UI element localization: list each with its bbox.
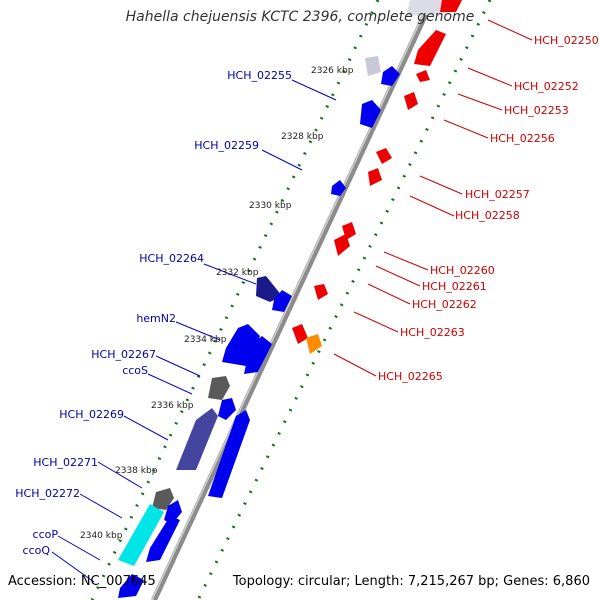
leader-line bbox=[409, 195, 455, 217]
gene-label-plus[interactable]: HCH_02261 bbox=[422, 280, 487, 293]
minus-leader-lines bbox=[51, 79, 337, 583]
plus-gene-labels: HCH_02250 HCH_02252 HCH_02253 HCH_02256 … bbox=[378, 34, 599, 383]
gene-label-plus[interactable]: HCH_02258 bbox=[455, 209, 520, 222]
genome-title: Hahella chejuensis KCTC 2396, complete g… bbox=[125, 9, 475, 25]
leader-line bbox=[57, 535, 101, 561]
leader-line bbox=[203, 263, 257, 285]
gene-block-minus[interactable] bbox=[218, 398, 236, 420]
gene-label-minus[interactable]: HCH_02271 bbox=[33, 456, 98, 469]
gene-block-plus[interactable] bbox=[292, 324, 308, 344]
leader-line bbox=[97, 461, 143, 489]
gene-label-plus[interactable]: HCH_02252 bbox=[514, 80, 579, 93]
gene-block-minus[interactable] bbox=[146, 516, 180, 562]
gene-block-plus[interactable] bbox=[416, 70, 430, 82]
gene-label-plus[interactable]: HCH_02265 bbox=[378, 370, 443, 383]
gene-block-plus[interactable] bbox=[314, 284, 328, 300]
gene-block-plus[interactable] bbox=[404, 92, 418, 110]
kbp-tick-label: 2336 kbp bbox=[151, 401, 194, 411]
gene-label-minus[interactable]: HCH_02259 bbox=[194, 139, 259, 152]
gene-block-plus[interactable] bbox=[376, 148, 392, 164]
kbp-tick-label: 2340 kbp bbox=[80, 531, 123, 541]
gene-label-minus[interactable]: HCH_02269 bbox=[59, 408, 124, 421]
gene-label-minus[interactable]: HCH_02272 bbox=[15, 487, 80, 500]
kbp-tick-label: 2338 kbp bbox=[115, 466, 158, 476]
gene-block-minus[interactable] bbox=[244, 336, 272, 374]
leader-line bbox=[443, 119, 489, 139]
gene-label-plus[interactable]: HCH_02262 bbox=[412, 298, 477, 311]
kbp-tick-label: 2330 kbp bbox=[249, 201, 292, 211]
gene-label-plus[interactable]: HCH_02253 bbox=[504, 104, 569, 117]
leader-line bbox=[155, 355, 201, 377]
gene-label-minus[interactable]: ccoS bbox=[122, 364, 148, 377]
kbp-tick-label: 2334 kbp bbox=[184, 335, 227, 345]
leader-line bbox=[375, 265, 421, 287]
leader-line bbox=[419, 175, 463, 195]
gene-label-minus[interactable]: ccoQ bbox=[23, 544, 51, 557]
gene-block-minus[interactable] bbox=[360, 100, 381, 128]
leader-line bbox=[383, 251, 429, 271]
leader-line bbox=[367, 283, 411, 305]
minus-gene-labels: HCH_02255 HCH_02259 HCH_02264 hemN2 HCH_… bbox=[15, 69, 292, 557]
gene-label-plus[interactable]: HCH_02260 bbox=[430, 264, 495, 277]
leader-line bbox=[175, 321, 221, 341]
gene-label-minus[interactable]: ccoP bbox=[33, 528, 59, 541]
gene-block-top-red[interactable] bbox=[440, 0, 462, 12]
leader-line bbox=[457, 93, 503, 111]
gene-block-highlight[interactable] bbox=[306, 334, 322, 354]
genome-backbone bbox=[151, 0, 435, 600]
leader-line bbox=[487, 19, 533, 41]
leader-line bbox=[353, 311, 399, 333]
gene-label-plus[interactable]: HCH_02263 bbox=[400, 326, 465, 339]
gene-block-minus[interactable] bbox=[381, 66, 400, 86]
gene-label-minus[interactable]: HCH_02255 bbox=[227, 69, 292, 82]
gene-block-plus[interactable] bbox=[368, 168, 382, 186]
gene-block-cyan[interactable] bbox=[118, 504, 164, 566]
leader-line bbox=[333, 353, 377, 377]
gene-label-minus[interactable]: HCH_02264 bbox=[139, 252, 204, 265]
gene-block-minus[interactable] bbox=[208, 410, 250, 498]
topology-text: Topology: circular; Length: 7,215,267 bp… bbox=[232, 574, 590, 589]
leader-line bbox=[51, 551, 95, 583]
leader-line bbox=[467, 67, 513, 87]
gene-block-grey[interactable] bbox=[152, 488, 174, 510]
gene-label-plus[interactable]: HCH_02257 bbox=[465, 188, 530, 201]
gene-block-minus[interactable] bbox=[331, 180, 346, 196]
gene-block-minus[interactable] bbox=[118, 574, 144, 598]
outer-tick-guide-left bbox=[90, 0, 380, 600]
leader-line bbox=[291, 79, 337, 101]
leader-line bbox=[147, 373, 193, 395]
kbp-tick-label: 2332 kbp bbox=[216, 268, 259, 278]
gene-block-plus[interactable] bbox=[334, 234, 350, 256]
accession-text: Accession: NC_007645 bbox=[8, 574, 156, 589]
plus-leader-lines bbox=[333, 19, 533, 377]
genome-backbone-highlight bbox=[151, 0, 431, 600]
leader-line bbox=[79, 493, 123, 519]
kbp-tick-label: 2326 kbp bbox=[311, 66, 354, 76]
gene-block-minus[interactable] bbox=[256, 276, 282, 302]
gene-label-minus[interactable]: hemN2 bbox=[136, 312, 176, 325]
leader-line bbox=[123, 415, 169, 441]
leader-line bbox=[261, 149, 303, 171]
gene-block-minus[interactable] bbox=[164, 500, 182, 524]
gene-label-plus[interactable]: HCH_02250 bbox=[534, 34, 599, 47]
gene-label-minus[interactable]: HCH_02267 bbox=[91, 348, 156, 361]
gene-block-plus[interactable] bbox=[414, 30, 446, 66]
gene-block-grey[interactable] bbox=[208, 376, 230, 400]
gene-label-plus[interactable]: HCH_02256 bbox=[490, 132, 555, 145]
gene-block-minus[interactable] bbox=[272, 290, 292, 312]
gene-block-long-minus[interactable] bbox=[176, 408, 218, 470]
kbp-tick-label: 2328 kbp bbox=[281, 132, 324, 142]
gene-block-minus[interactable] bbox=[365, 56, 381, 76]
kbp-tick-labels: 2326 kbp 2328 kbp 2330 kbp 2332 kbp 2334… bbox=[80, 66, 354, 541]
